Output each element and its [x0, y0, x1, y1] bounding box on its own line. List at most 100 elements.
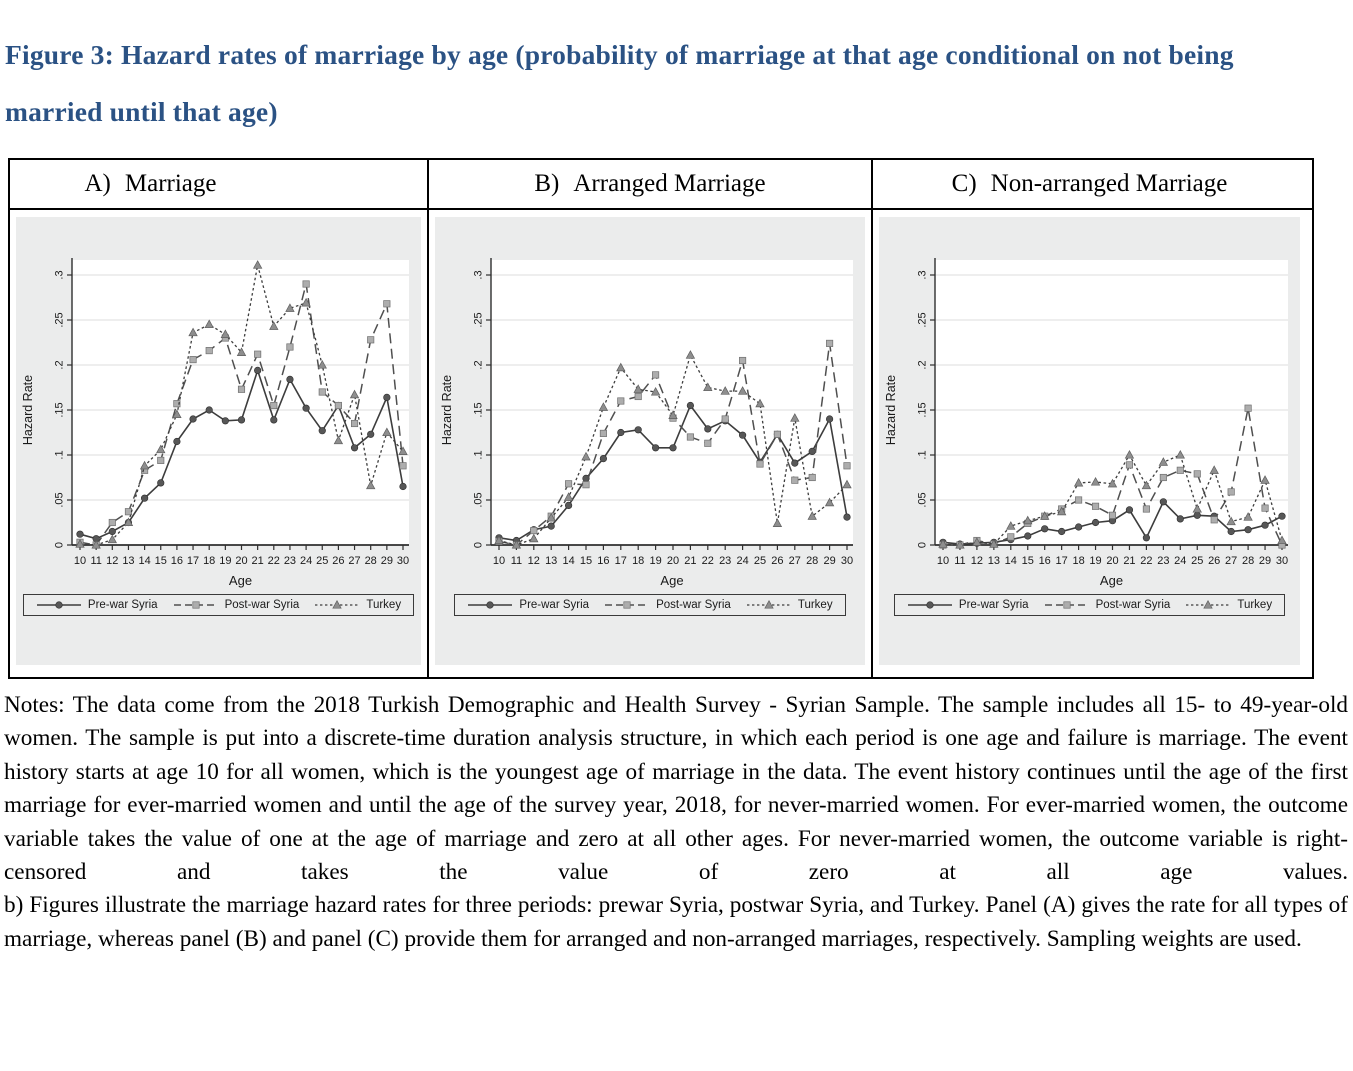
svg-text:.1: .1 [917, 450, 929, 459]
x-axis-title: Age [229, 573, 252, 588]
x-axis: 10 11 12 13 14 15 16 17 18 19 20 21 22 23 24 25 26 27 28 29… [72, 544, 409, 588]
legend-label: Turkey [366, 599, 402, 611]
legend-label: Pre-war Syria [87, 599, 158, 611]
svg-text:20: 20 [1106, 555, 1118, 567]
markers-turkey [75, 260, 408, 549]
markers-turkey [938, 449, 1287, 549]
svg-text:.2: .2 [917, 360, 929, 369]
svg-text:.1: .1 [54, 450, 66, 459]
markers-post-war-syria [76, 280, 407, 549]
svg-text:10: 10 [937, 555, 949, 567]
panel-b-title: Arranged Marriage [573, 170, 766, 197]
svg-text:29: 29 [1259, 555, 1271, 567]
panel-a-title: Marriage [124, 170, 217, 197]
series-turkey [75, 260, 408, 549]
panel-a-cell: 0.05.1.15.2.25.3 Hazard Rate 10 11 12 13 14 15 1… [10, 210, 429, 677]
svg-text:.2: .2 [473, 360, 485, 369]
gridlines [935, 274, 1288, 501]
svg-text:16: 16 [1039, 555, 1051, 567]
svg-text:22: 22 [1140, 555, 1152, 567]
svg-text:19: 19 [219, 555, 231, 567]
svg-text:.05: .05 [917, 492, 929, 507]
svg-text:.3: .3 [917, 270, 929, 279]
svg-text:0: 0 [917, 542, 929, 548]
panel-b-cell: 0.05.1.15.2.25.3 Hazard Rate 10 11 12 13 14 15 1… [429, 210, 873, 677]
svg-text:11: 11 [954, 555, 965, 567]
legend-label: Post-war Syria [1095, 599, 1171, 611]
chart-b: 0.05.1.15.2.25.3 Hazard Rate 10 11 12 13 14 15 1… [435, 217, 865, 665]
x-axis: 10 11 12 13 14 15 16 17 18 19 20 21 22 23 24 25 26 27 28 29… [491, 544, 853, 588]
svg-text:23: 23 [1157, 555, 1169, 567]
legend-label: Pre-war Syria [958, 599, 1029, 611]
svg-text:15: 15 [580, 555, 592, 567]
svg-text:28: 28 [1242, 555, 1254, 567]
svg-text:24: 24 [736, 555, 748, 567]
svg-text:26: 26 [332, 555, 344, 567]
svg-text:26: 26 [1208, 555, 1220, 567]
series-pre-war-syria [495, 401, 851, 545]
svg-text:20: 20 [235, 555, 247, 567]
svg-text:19: 19 [1089, 555, 1101, 567]
legend-swatch-square-icon [605, 601, 650, 609]
svg-text:23: 23 [719, 555, 731, 567]
figure-table: A) Marriage B) Arranged Marriage C) Non-… [8, 158, 1314, 679]
x-axis-title: Age [1100, 573, 1123, 588]
svg-text:13: 13 [122, 555, 134, 567]
svg-text:23: 23 [284, 555, 296, 567]
svg-text:28: 28 [365, 555, 377, 567]
svg-text:11: 11 [90, 555, 101, 567]
legend-label: Pre-war Syria [519, 599, 590, 611]
chart-c: 0.05.1.15.2.25.3 Hazard Rate 10 11 12 13 14 15 1… [879, 217, 1300, 665]
legend-item-pre-war-syria: Pre-war Syria [907, 599, 1029, 611]
svg-text:.15: .15 [917, 402, 929, 417]
svg-text:.05: .05 [473, 492, 485, 507]
svg-text:18: 18 [203, 555, 215, 567]
svg-text:22: 22 [702, 555, 714, 567]
svg-text:18: 18 [1072, 555, 1084, 567]
legend-item-turkey: Turkey [314, 599, 401, 611]
svg-text:21: 21 [684, 555, 696, 567]
chart-c-legend: Pre-war Syria Post-war Syria Turkey [893, 594, 1286, 616]
svg-text:26: 26 [771, 555, 783, 567]
svg-text:22: 22 [268, 555, 280, 567]
y-axis: 0 .05 .1 .15 .2 .25 .3 Hazard Rate [440, 258, 492, 548]
panel-a-label: A) [84, 170, 111, 197]
chart-a: 0.05.1.15.2.25.3 Hazard Rate 10 11 12 13 14 15 1… [16, 217, 421, 665]
legend-item-pre-war-syria: Pre-war Syria [36, 599, 158, 611]
svg-text:28: 28 [806, 555, 818, 567]
y-axis: 0 .05 .1 .15 .2 .25 .3 Hazard Rate [884, 258, 936, 548]
svg-text:18: 18 [632, 555, 644, 567]
svg-text:25: 25 [316, 555, 328, 567]
notes-paragraph-2: b) Figures illustrate the marriage hazar… [4, 892, 1348, 952]
legend-item-turkey: Turkey [1185, 599, 1272, 611]
svg-text:27: 27 [789, 555, 801, 567]
y-axis: 0 .05 .1 .15 .2 .25 .3 Hazard Rate [21, 258, 73, 548]
series-post-war-syria [76, 280, 407, 549]
legend-item-turkey: Turkey [746, 599, 833, 611]
svg-text:30: 30 [397, 555, 409, 567]
panel-a-header: A) Marriage [10, 160, 429, 208]
svg-text:16: 16 [597, 555, 609, 567]
svg-text:.25: .25 [473, 312, 485, 327]
page-title: Figure 3: Hazard rates of marriage by ag… [5, 39, 1234, 127]
svg-text:15: 15 [1022, 555, 1034, 567]
svg-text:13: 13 [988, 555, 1000, 567]
svg-text:.3: .3 [473, 270, 485, 279]
gridlines [72, 274, 409, 501]
svg-text:21: 21 [1123, 555, 1135, 567]
legend-label: Post-war Syria [656, 599, 731, 611]
series-turkey [494, 350, 852, 549]
svg-text:14: 14 [138, 555, 150, 567]
panel-b-header: B) Arranged Marriage [429, 160, 873, 208]
svg-text:16: 16 [171, 555, 183, 567]
svg-text:10: 10 [493, 555, 505, 567]
svg-text:25: 25 [754, 555, 766, 567]
legend-label: Turkey [797, 599, 833, 611]
chart-b-legend: Pre-war Syria Post-war Syria Turkey [454, 594, 846, 616]
svg-text:.1: .1 [473, 450, 485, 459]
series-turkey [938, 449, 1287, 549]
svg-text:11: 11 [511, 555, 522, 567]
svg-text:12: 12 [971, 555, 983, 567]
svg-text:24: 24 [300, 555, 312, 567]
